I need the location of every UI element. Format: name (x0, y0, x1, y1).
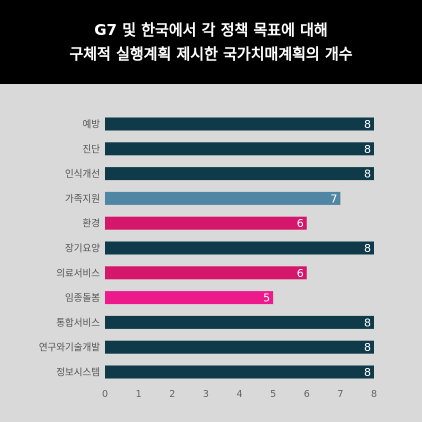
value-label-1: 8 (364, 143, 371, 156)
bar-4 (105, 216, 307, 230)
x-tick-label-8: 8 (371, 389, 377, 400)
value-labels: 8 8 8 7 6 8 6 5 8 8 8 (263, 118, 371, 379)
x-axis-ticks: 0 1 2 3 4 5 6 7 8 (102, 389, 377, 400)
x-tick-label-3: 3 (203, 389, 209, 400)
category-labels: 예방진단인식개선가족지원환경장기요양의료서비스임종돌봄통합서비스연구와기술개발정… (39, 120, 100, 379)
category-label-6: 의료서비스 (56, 268, 100, 279)
x-tick-label-0: 0 (102, 389, 108, 400)
x-tick-label-5: 5 (270, 389, 276, 400)
x-tick-label-6: 6 (304, 389, 310, 400)
category-label-7: 임종돌봄 (65, 292, 100, 304)
value-label-7: 5 (263, 292, 270, 305)
x-tick-label-4: 4 (236, 389, 242, 400)
value-label-10: 8 (364, 366, 371, 379)
bar-6 (105, 266, 307, 280)
value-label-3: 7 (330, 192, 337, 205)
title-banner: G7 및 한국에서 각 정책 목표에 대해 구체적 실행계획 제시한 국가치매계… (0, 0, 422, 84)
bar-10 (105, 365, 374, 379)
value-label-9: 8 (364, 341, 371, 354)
x-tick-label-7: 7 (337, 389, 343, 400)
category-label-10: 정보시스템 (56, 367, 100, 379)
bar-7 (105, 291, 274, 305)
bar-8 (105, 315, 374, 329)
bar-group (105, 117, 374, 379)
bar-1 (105, 142, 374, 156)
category-label-4: 환경 (83, 218, 100, 230)
bar-0 (105, 117, 374, 131)
x-tick-label-2: 2 (169, 389, 175, 400)
category-label-3: 가족지원 (65, 194, 100, 205)
bar-9 (105, 340, 374, 354)
value-label-6: 6 (297, 267, 304, 280)
category-label-9: 연구와기술개발 (39, 342, 100, 354)
chart-title-line-2: 구체적 실행계획 제시한 국가치매계획의 개수 (69, 45, 353, 63)
bar-chart: 예방진단인식개선가족지원환경장기요양의료서비스임종돌봄통합서비스연구와기술개발정… (39, 117, 377, 400)
x-tick-label-1: 1 (136, 389, 142, 400)
category-label-1: 진단 (83, 144, 101, 155)
value-label-8: 8 (364, 316, 371, 329)
category-label-2: 인식개선 (65, 169, 100, 180)
bar-5 (105, 241, 374, 255)
value-label-4: 6 (297, 217, 304, 230)
bar-2 (105, 167, 374, 181)
chart-title-line-1: G7 및 한국에서 각 정책 목표에 대해 (94, 21, 328, 39)
category-label-5: 장기요양 (65, 244, 100, 255)
category-label-8: 통합서비스 (56, 318, 100, 329)
value-label-0: 8 (364, 118, 371, 131)
value-label-5: 8 (364, 242, 371, 255)
category-label-0: 예방 (83, 120, 101, 131)
value-label-2: 8 (364, 168, 371, 181)
bar-3 (105, 191, 341, 205)
